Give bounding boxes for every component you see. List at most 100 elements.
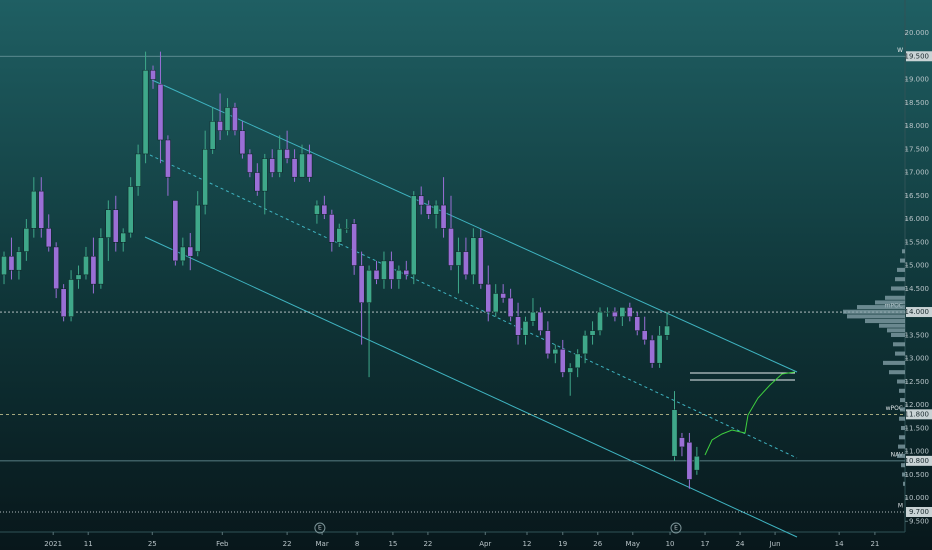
y-tick-label: 10.500 <box>905 471 930 479</box>
y-tick-label: 15.000 <box>905 262 930 270</box>
candle-body <box>656 335 663 364</box>
x-tick-label: 11 <box>84 540 93 548</box>
candle-body <box>410 195 417 276</box>
candle-body <box>224 107 231 131</box>
level-name: W <box>897 47 903 54</box>
candle-body <box>217 121 223 131</box>
volume-profile-bar <box>895 277 905 282</box>
event-label: E <box>674 525 678 532</box>
candle-body <box>112 209 119 243</box>
y-tick-label: 19.000 <box>905 76 930 84</box>
candle-body <box>209 121 216 150</box>
candle-body <box>448 228 454 266</box>
y-tick-label: 17.000 <box>905 169 930 177</box>
volume-profile-bar <box>902 472 905 477</box>
level-label-bg <box>906 455 932 466</box>
candle-body <box>232 107 238 131</box>
x-tick-label: 26 <box>593 540 602 548</box>
level-label: 11.800 <box>905 410 930 418</box>
level-label: 10.800 <box>905 457 930 465</box>
x-tick-label: 25 <box>148 540 157 548</box>
candle-body <box>612 311 618 317</box>
candle-body <box>38 190 45 229</box>
y-tick-label: 20.000 <box>905 29 930 37</box>
volume-profile-bar <box>865 319 905 324</box>
candle-body <box>418 195 425 206</box>
x-tick-label: 15 <box>388 540 397 548</box>
volume-profile-bar <box>883 360 905 365</box>
y-tick-label: 11.000 <box>905 448 930 456</box>
volume-profile-bar <box>901 425 905 431</box>
candle-body <box>671 409 678 457</box>
channel-mid <box>149 154 798 459</box>
candle-body <box>686 441 693 480</box>
y-tick-label: 13.500 <box>905 331 930 339</box>
y-tick-label: 15.500 <box>905 238 930 246</box>
candle-body <box>552 348 559 355</box>
y-tick-label: 17.500 <box>905 145 930 153</box>
candle-body <box>187 246 194 257</box>
candle-body <box>120 232 127 243</box>
candle-body <box>45 228 52 248</box>
candle-body <box>291 158 298 178</box>
candle-body <box>463 251 469 276</box>
candle-body <box>485 283 492 313</box>
candle-body <box>83 255 89 276</box>
volume-profile-bar <box>887 328 905 333</box>
x-tick-label: Apr <box>479 540 491 548</box>
x-tick-label: Jun <box>769 540 781 548</box>
volume-profile-bar <box>899 388 905 393</box>
candle-body <box>567 367 574 373</box>
y-tick-label: 13.000 <box>905 355 930 363</box>
candle-body <box>649 339 656 364</box>
x-tick-label: 17 <box>701 540 710 548</box>
volume-profile-bar <box>879 323 905 328</box>
candle-body <box>664 325 670 336</box>
candle-body <box>455 251 462 266</box>
level-label-bg <box>906 51 932 62</box>
event-label: E <box>318 525 322 532</box>
volume-profile-bar <box>891 332 905 338</box>
candle-body <box>477 237 484 285</box>
candle-body <box>165 139 171 178</box>
candle-body <box>1 255 7 276</box>
y-tick-label: 12.000 <box>905 401 930 409</box>
candle-body <box>530 311 536 322</box>
level-label-bg <box>906 307 932 318</box>
y-tick-label: 9.500 <box>909 517 929 525</box>
candle-body <box>16 251 22 271</box>
y-tick-label: 18.500 <box>905 99 930 107</box>
x-tick-label: 22 <box>423 540 432 548</box>
candle-body <box>358 265 365 303</box>
volume-profile-bar <box>901 463 905 468</box>
candle-body <box>492 293 499 313</box>
x-tick-label: 22 <box>283 540 292 548</box>
candle-body <box>306 153 313 178</box>
candle-body <box>619 307 626 317</box>
candle-body <box>574 353 581 369</box>
candle-body <box>269 158 276 173</box>
volume-profile-bar <box>875 300 905 305</box>
candle-body <box>396 269 402 280</box>
candle-body <box>537 311 544 331</box>
candle-body <box>381 260 387 280</box>
volume-profile-bar <box>857 305 905 310</box>
volume-profile-bar <box>885 295 905 300</box>
x-tick-label: 12 <box>523 540 532 548</box>
candle-body <box>8 255 15 271</box>
candle-body <box>559 348 566 373</box>
candle-body <box>425 204 432 215</box>
projection-path <box>704 371 796 456</box>
candle-body <box>604 311 611 314</box>
candle-body <box>545 330 551 355</box>
candle-body <box>202 149 209 206</box>
candle-body <box>373 269 380 280</box>
candle-body <box>60 288 67 317</box>
volume-profile-bar <box>895 351 905 356</box>
level-label: 14.000 <box>905 308 930 316</box>
volume-profile-bar <box>847 314 905 319</box>
level-label-bg <box>906 507 932 518</box>
y-tick-label: 18.000 <box>905 122 930 130</box>
event-marker <box>670 522 682 534</box>
